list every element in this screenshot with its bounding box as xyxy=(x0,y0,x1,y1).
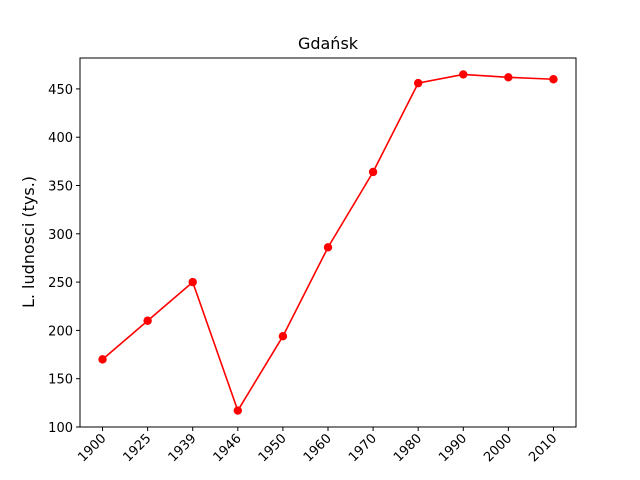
y-tick-label: 200 xyxy=(48,324,73,339)
data-point xyxy=(459,70,468,79)
x-tick-label: 1939 xyxy=(166,431,200,465)
data-point xyxy=(413,78,423,88)
x-tick-label: 1925 xyxy=(120,431,154,465)
y-axis-label: L. ludnosci (tys.) xyxy=(19,176,38,308)
y-tick-label: 300 xyxy=(48,228,73,243)
x-tick-label: 1960 xyxy=(301,431,335,465)
data-point xyxy=(323,243,333,252)
y-tick-label: 250 xyxy=(48,276,73,291)
x-tick-label: 1946 xyxy=(211,431,245,465)
x-tick-label: 2010 xyxy=(526,431,560,465)
data-point xyxy=(549,75,558,84)
data-point xyxy=(143,316,152,325)
x-tick-label: 1950 xyxy=(256,431,290,465)
x-tick-label: 1990 xyxy=(436,431,470,465)
x-tick-label: 1980 xyxy=(391,431,425,465)
data-point xyxy=(504,73,513,82)
series-line xyxy=(102,73,554,413)
data-point xyxy=(188,277,197,287)
y-tick-label: 450 xyxy=(48,83,73,98)
data-point xyxy=(368,167,378,177)
y-tick-label: 150 xyxy=(48,373,73,388)
y-tick-label: 100 xyxy=(48,421,73,436)
x-tick-label: 1900 xyxy=(75,431,109,465)
x-tick-label: 2000 xyxy=(481,431,515,465)
y-tick-label: 400 xyxy=(48,131,73,146)
axes-frame xyxy=(79,57,577,428)
y-tick-label: 350 xyxy=(48,180,73,195)
plot-area: 100 150 200 250 300 350 400 450 1900 1925 1939 1946… xyxy=(48,57,577,465)
chart-title: Gdańsk xyxy=(298,34,359,53)
x-tick-label: 1970 xyxy=(346,431,380,465)
data-point xyxy=(98,355,107,364)
data-point xyxy=(233,406,243,415)
data-point xyxy=(278,331,288,341)
